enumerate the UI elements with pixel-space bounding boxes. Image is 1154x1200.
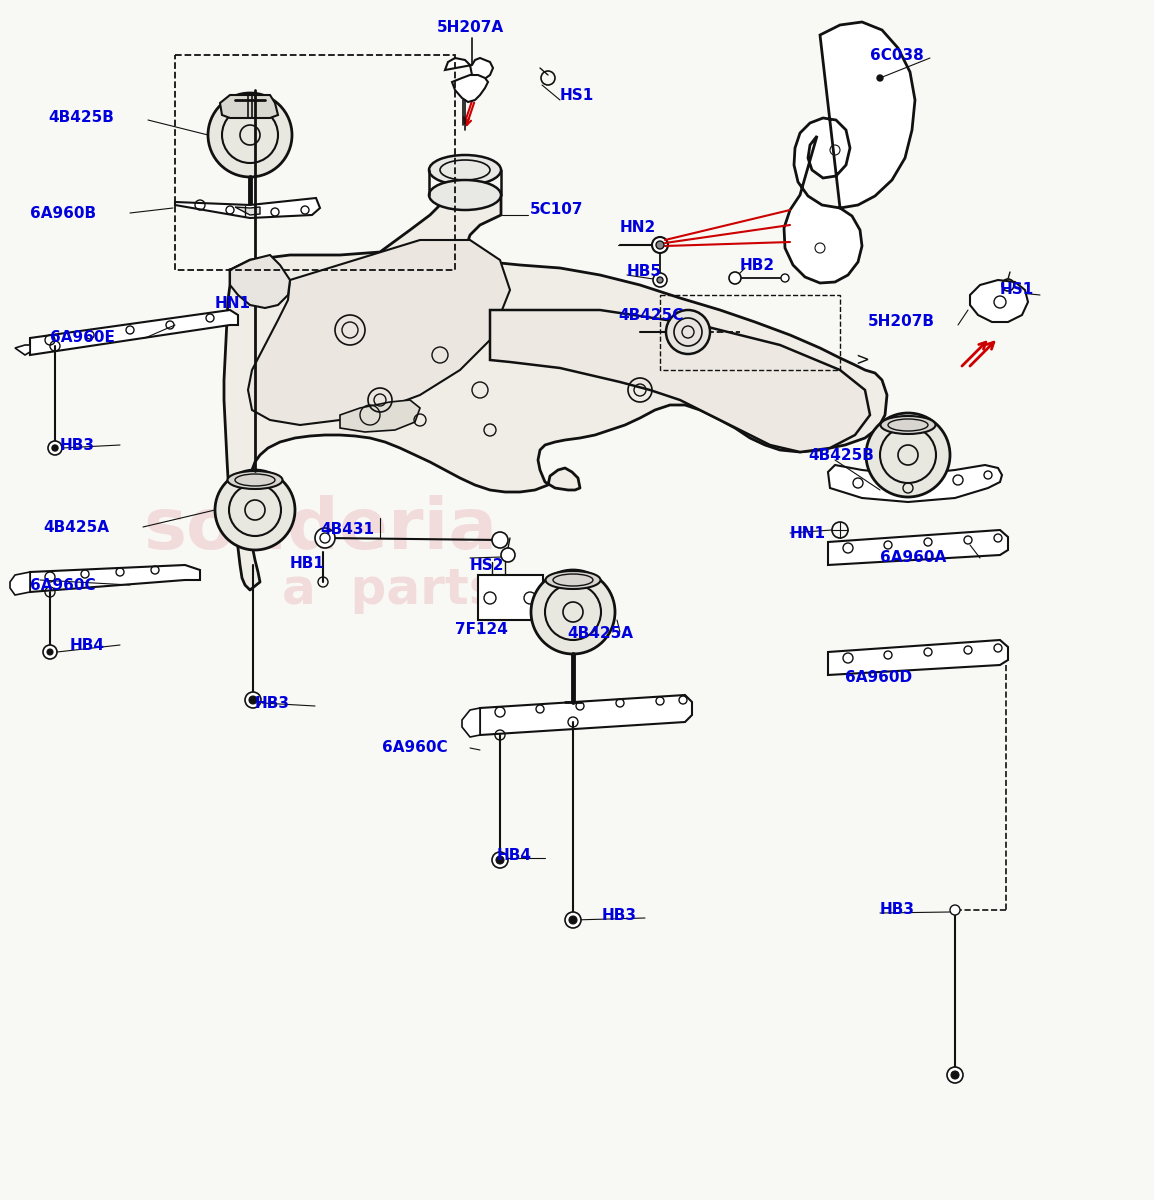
Polygon shape	[829, 640, 1007, 674]
Circle shape	[43, 646, 57, 659]
Circle shape	[492, 532, 508, 548]
Text: >: >	[855, 350, 869, 370]
Text: 4B425B: 4B425B	[808, 448, 874, 462]
Circle shape	[657, 277, 664, 283]
Circle shape	[950, 905, 960, 914]
Circle shape	[781, 274, 789, 282]
Polygon shape	[829, 464, 1002, 502]
Polygon shape	[230, 254, 290, 308]
Polygon shape	[480, 695, 692, 734]
Text: 6C038: 6C038	[870, 48, 923, 62]
Circle shape	[655, 241, 664, 248]
Text: 5H207A: 5H207A	[436, 20, 503, 36]
Text: HB3: HB3	[255, 696, 290, 710]
Circle shape	[565, 912, 580, 928]
Polygon shape	[340, 400, 420, 432]
Circle shape	[48, 440, 62, 455]
Circle shape	[47, 649, 53, 655]
Circle shape	[492, 852, 508, 868]
Polygon shape	[971, 280, 1028, 322]
Text: HB3: HB3	[602, 907, 637, 923]
Text: a  parts: a parts	[282, 566, 499, 614]
Circle shape	[215, 470, 295, 550]
Text: 6A960A: 6A960A	[881, 551, 946, 565]
Polygon shape	[829, 530, 1007, 565]
Text: HN2: HN2	[620, 221, 657, 235]
Ellipse shape	[429, 180, 501, 210]
Ellipse shape	[546, 571, 600, 589]
Circle shape	[947, 1067, 962, 1082]
Circle shape	[531, 570, 615, 654]
Text: HB1: HB1	[290, 556, 325, 570]
Ellipse shape	[227, 470, 283, 490]
Circle shape	[52, 445, 58, 451]
Circle shape	[245, 692, 261, 708]
Text: 5H207B: 5H207B	[868, 314, 935, 330]
Text: HN1: HN1	[790, 526, 826, 540]
Text: HS1: HS1	[1001, 282, 1034, 298]
Bar	[660, 295, 840, 370]
Circle shape	[496, 856, 504, 864]
Circle shape	[653, 272, 667, 287]
Polygon shape	[784, 22, 915, 283]
Text: 4B425B: 4B425B	[48, 110, 114, 126]
Text: 6A960C: 6A960C	[30, 577, 96, 593]
Polygon shape	[224, 194, 887, 590]
Text: 6A960B: 6A960B	[30, 205, 96, 221]
Text: HB4: HB4	[497, 848, 532, 864]
Text: 4B425A: 4B425A	[567, 625, 634, 641]
Polygon shape	[10, 572, 30, 595]
Polygon shape	[462, 708, 480, 737]
Text: 4B425A: 4B425A	[43, 520, 108, 534]
Text: HS2: HS2	[470, 558, 504, 572]
Text: 4B431: 4B431	[320, 522, 374, 538]
Text: HB4: HB4	[70, 637, 105, 653]
Text: 6A960E: 6A960E	[50, 330, 115, 346]
Circle shape	[729, 272, 741, 284]
Polygon shape	[15, 346, 30, 355]
Polygon shape	[445, 58, 493, 80]
Circle shape	[569, 916, 577, 924]
Circle shape	[652, 236, 668, 253]
Circle shape	[866, 413, 950, 497]
Polygon shape	[235, 206, 260, 215]
Text: souderia: souderia	[143, 496, 497, 564]
Circle shape	[315, 528, 335, 548]
Text: 6A960C: 6A960C	[382, 740, 448, 756]
Circle shape	[501, 548, 515, 562]
Circle shape	[951, 1070, 959, 1079]
Polygon shape	[220, 95, 278, 118]
Text: 5C107: 5C107	[530, 203, 584, 217]
Bar	[478, 575, 544, 620]
Circle shape	[249, 696, 257, 704]
Text: 7F124: 7F124	[455, 623, 508, 637]
Text: HB3: HB3	[60, 438, 95, 452]
Circle shape	[877, 74, 883, 80]
Text: HB2: HB2	[740, 258, 775, 272]
Bar	[175, 55, 455, 270]
Polygon shape	[175, 198, 320, 218]
Text: HN1: HN1	[215, 295, 252, 311]
Text: HS1: HS1	[560, 88, 594, 102]
Text: HB3: HB3	[881, 902, 915, 918]
Circle shape	[666, 310, 710, 354]
Text: 6A960D: 6A960D	[845, 671, 912, 685]
Polygon shape	[30, 310, 238, 355]
Polygon shape	[452, 74, 488, 102]
Polygon shape	[30, 565, 200, 592]
Polygon shape	[490, 310, 870, 452]
Polygon shape	[248, 240, 510, 425]
Text: HB5: HB5	[627, 264, 662, 280]
Ellipse shape	[881, 416, 936, 434]
Text: 4B425C: 4B425C	[619, 308, 683, 324]
Circle shape	[208, 92, 292, 176]
Ellipse shape	[429, 155, 501, 185]
